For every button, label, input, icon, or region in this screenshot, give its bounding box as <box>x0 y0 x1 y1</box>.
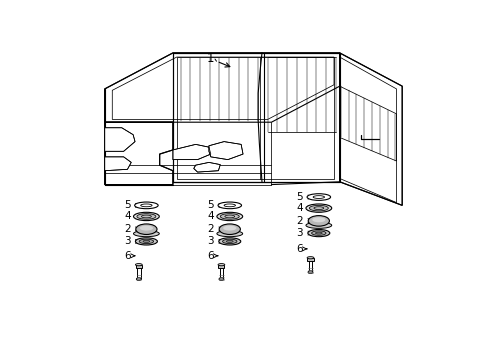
Ellipse shape <box>307 271 312 274</box>
Text: 4: 4 <box>124 211 130 221</box>
Text: 6: 6 <box>124 251 130 261</box>
Polygon shape <box>104 157 131 171</box>
Polygon shape <box>173 53 339 182</box>
Text: 5: 5 <box>207 201 214 210</box>
Ellipse shape <box>220 214 239 219</box>
FancyBboxPatch shape <box>136 265 142 268</box>
Ellipse shape <box>133 212 159 221</box>
Text: 6: 6 <box>207 251 214 261</box>
Ellipse shape <box>306 257 313 259</box>
Polygon shape <box>193 162 220 172</box>
Ellipse shape <box>311 217 325 222</box>
Ellipse shape <box>135 264 142 266</box>
Ellipse shape <box>137 214 156 219</box>
Ellipse shape <box>305 204 331 212</box>
Ellipse shape <box>139 239 153 244</box>
Text: 2: 2 <box>124 224 130 234</box>
Ellipse shape <box>218 238 240 245</box>
Text: 6: 6 <box>296 244 303 254</box>
Text: 3: 3 <box>124 237 130 246</box>
Text: 4: 4 <box>207 211 214 221</box>
Text: 3: 3 <box>207 237 214 246</box>
Ellipse shape <box>218 202 241 209</box>
Ellipse shape <box>307 216 329 226</box>
FancyBboxPatch shape <box>307 258 313 261</box>
Text: 5: 5 <box>124 201 130 210</box>
Ellipse shape <box>142 240 149 242</box>
Ellipse shape <box>135 238 157 245</box>
Polygon shape <box>208 141 243 159</box>
Text: 5: 5 <box>296 192 303 202</box>
Polygon shape <box>173 144 210 159</box>
Ellipse shape <box>307 229 329 237</box>
Ellipse shape <box>219 224 240 234</box>
Ellipse shape <box>311 231 325 235</box>
Ellipse shape <box>226 240 233 242</box>
Ellipse shape <box>136 224 157 234</box>
Polygon shape <box>104 53 339 122</box>
Polygon shape <box>104 128 135 151</box>
Text: 1: 1 <box>206 52 214 65</box>
Ellipse shape <box>306 194 330 201</box>
Ellipse shape <box>223 226 236 231</box>
Text: 3: 3 <box>296 228 303 238</box>
FancyBboxPatch shape <box>218 265 224 268</box>
Ellipse shape <box>222 239 237 244</box>
Ellipse shape <box>219 278 224 280</box>
Ellipse shape <box>133 231 159 237</box>
Text: 2: 2 <box>207 224 214 234</box>
Ellipse shape <box>134 202 158 209</box>
Ellipse shape <box>136 278 141 280</box>
Ellipse shape <box>140 226 153 231</box>
Ellipse shape <box>218 264 224 266</box>
Text: 4: 4 <box>296 203 303 213</box>
Ellipse shape <box>305 222 331 228</box>
Polygon shape <box>339 53 401 205</box>
Ellipse shape <box>309 205 327 211</box>
Polygon shape <box>104 122 173 185</box>
Text: 2: 2 <box>296 216 303 226</box>
Ellipse shape <box>217 212 242 221</box>
Ellipse shape <box>315 232 322 234</box>
Ellipse shape <box>217 231 242 237</box>
